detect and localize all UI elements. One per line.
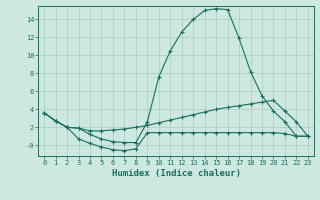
X-axis label: Humidex (Indice chaleur): Humidex (Indice chaleur) [111,169,241,178]
